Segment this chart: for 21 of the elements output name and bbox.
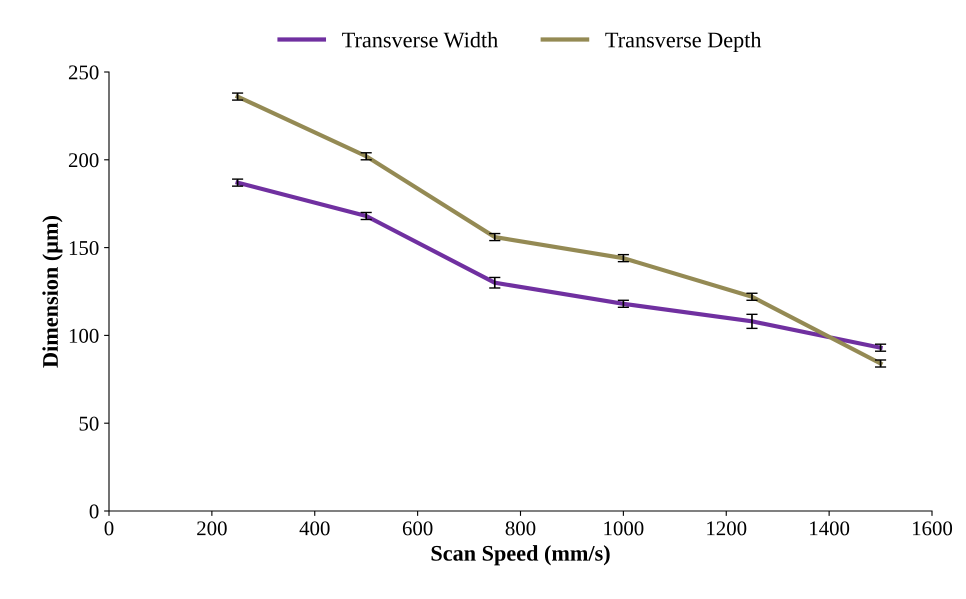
y-axis-title: Dimension (µm) [42, 216, 62, 368]
y-tick-label: 150 [70, 240, 98, 256]
x-axis-title: Scan Speed (mm/s) [432, 545, 610, 566]
x-tick-label: 1000 [604, 521, 644, 536]
y-tick-label: 50 [80, 416, 98, 431]
legend-label: Transverse Width [342, 32, 498, 48]
line-series [236, 94, 883, 366]
x-tick-label: 600 [402, 521, 432, 536]
legend-label: Transverse Depth [605, 32, 762, 52]
x-tick-label: 1600 [913, 521, 952, 536]
y-tick-label: 0 [90, 504, 98, 518]
x-tick-label: 800 [506, 521, 536, 536]
x-tick-label: 1400 [810, 521, 850, 536]
x-tick-label: 400 [300, 521, 330, 536]
x-tick-label: 1200 [707, 521, 746, 536]
y-tick-label: 200 [68, 153, 98, 168]
x-tick-label: 0 [104, 521, 114, 536]
y-tick-label: 250 [68, 65, 98, 80]
x-tick-label: 200 [197, 521, 227, 536]
y-tick-label: 100 [70, 328, 98, 343]
line-series [236, 180, 883, 350]
